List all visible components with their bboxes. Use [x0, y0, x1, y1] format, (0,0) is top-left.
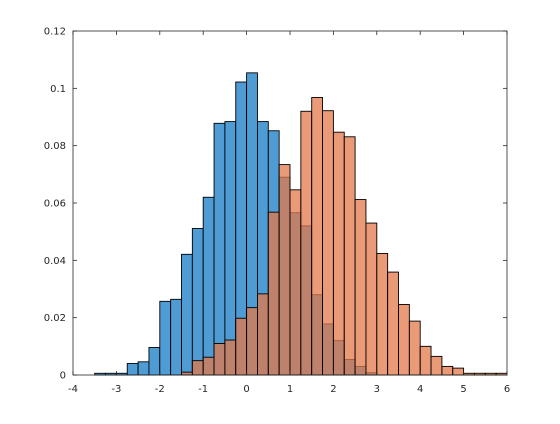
histogram-bar-series-2-bin-14 [322, 110, 334, 376]
histogram-bar-series-1-bin-4 [126, 363, 139, 376]
y-tick-label: 0.02 [44, 313, 66, 324]
histogram-bar-series-2-bin-23 [419, 345, 432, 376]
histogram-bar-series-2-bin-21 [398, 304, 410, 376]
x-tick-label: 5 [460, 384, 466, 395]
histogram-bar-series-2-bin-4 [213, 343, 226, 376]
x-tick-label: -2 [155, 384, 165, 395]
histogram-bar-series-2-bin-6 [235, 317, 248, 376]
histogram-bar-series-2-bin-19 [376, 252, 389, 376]
histogram-bar-series-1-bin-9 [181, 253, 193, 376]
histogram-bar-series-1-bin-10 [191, 228, 204, 376]
histogram-bar-series-1-bin-13 [224, 121, 237, 376]
histogram-bar-series-2-bin-18 [365, 222, 378, 376]
x-tick-label: 6 [504, 384, 510, 395]
histogram-bar-series-2-bin-3 [202, 356, 215, 376]
ticks-layer: -4 -3 -2 -1 0 1 2 3 4 5 6 0 0.02 0.04 0.06 0.08 0.1 0.12 [44, 27, 510, 396]
histogram-bar-series-2-bin-24 [430, 355, 443, 376]
x-tick-label: -1 [198, 384, 208, 395]
histogram-bar-series-2-bin-15 [332, 131, 345, 376]
histogram-bar-series-2-bin-9 [267, 211, 280, 376]
histogram-bar-series-2-bin-26 [452, 367, 465, 376]
x-tick-label: 0 [243, 384, 249, 395]
y-tick-label: 0.08 [44, 141, 66, 152]
histogram-bar-series-2-bin-22 [408, 320, 421, 376]
x-tick-label: 4 [417, 384, 423, 395]
x-tick-label: -4 [68, 384, 78, 395]
y-tick-label: 0.06 [44, 199, 66, 210]
y-tick-label: 0 [60, 371, 66, 382]
y-tick-label: 0.12 [44, 27, 66, 38]
histogram-bar-series-2-bin-17 [354, 199, 367, 376]
histogram-bar-series-2-bin-2 [191, 360, 204, 376]
histogram-bar-series-2-bin-7 [246, 307, 258, 376]
y-tick-label: 0.04 [44, 256, 66, 267]
histogram-bar-series-1-bin-12 [213, 122, 226, 376]
histogram-bar-series-2-bin-12 [300, 110, 313, 376]
histogram-bar-series-2-bin-13 [311, 97, 324, 376]
histogram-bar-series-2-bin-10 [278, 164, 291, 376]
x-tick-label: -3 [111, 384, 121, 395]
histogram-bar-series-2-bin-1 [181, 371, 193, 376]
x-tick-label: 2 [330, 384, 336, 395]
histogram-bar-series-2-bin-16 [343, 136, 356, 376]
histogram-bar-series-1-bin-11 [202, 196, 215, 376]
histogram-bar-series-2-bin-25 [441, 365, 454, 376]
histogram-bar-series-2-bin-20 [387, 271, 399, 376]
histogram-bar-series-2-bin-8 [257, 293, 269, 376]
y-tick-label: 0.1 [50, 84, 66, 95]
histogram-bar-series-2-bin-11 [289, 189, 302, 376]
histogram-bar-series-1-bin-8 [170, 298, 182, 376]
histogram-bar-series-1-bin-7 [159, 300, 172, 376]
x-tick-label: 1 [287, 384, 293, 395]
histogram-bar-series-1-bin-5 [137, 361, 150, 376]
x-tick-label: 3 [374, 384, 380, 395]
histogram-bar-series-1-bin-6 [148, 347, 161, 376]
histogram-bar-series-2-bin-5 [224, 339, 237, 376]
bars-layer [94, 72, 508, 376]
